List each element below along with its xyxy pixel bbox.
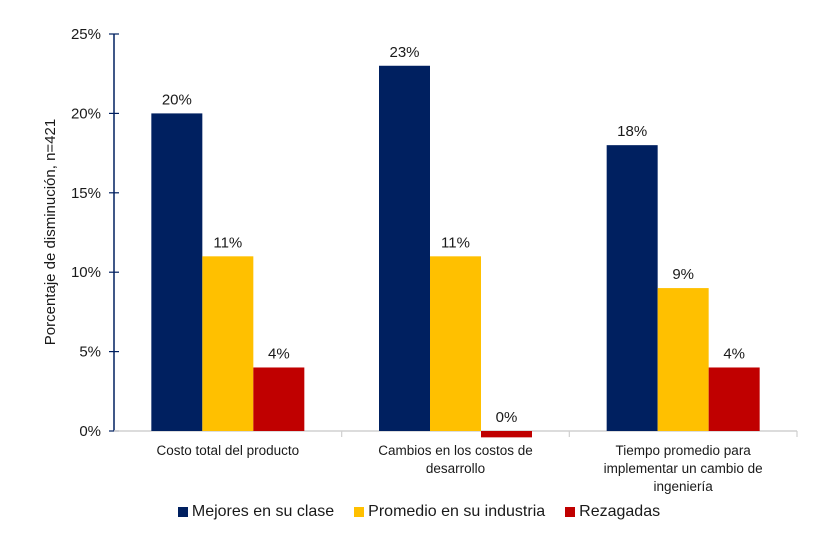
- x-category-label: Tiempo promedio para: [616, 443, 752, 458]
- data-label: 18%: [617, 123, 647, 140]
- bar: [606, 145, 658, 431]
- bar: [202, 256, 254, 431]
- y-tick-label: 25%: [71, 26, 101, 43]
- data-label: 11%: [441, 234, 470, 251]
- legend-swatch-laggards: [565, 507, 576, 517]
- bar: [151, 113, 203, 432]
- bar: [481, 431, 532, 438]
- bar: [253, 367, 305, 431]
- legend-item-laggards: Rezagadas: [565, 503, 660, 521]
- y-tick-label: 15%: [71, 185, 101, 202]
- legend-label-best: Mejores en su clase: [191, 503, 335, 520]
- x-category-label: Costo total del producto: [157, 443, 300, 458]
- legend-swatch-average: [354, 507, 365, 517]
- legend: Mejores en su clase Promedio en su indus…: [0, 503, 838, 521]
- data-label: 20%: [162, 91, 192, 108]
- bar: [708, 367, 760, 431]
- legend-item-average: Promedio en su industria: [354, 503, 545, 521]
- bar: [379, 65, 430, 431]
- data-label: 0%: [496, 409, 518, 426]
- data-label: 23%: [389, 44, 419, 61]
- data-label: 11%: [213, 234, 242, 251]
- legend-swatch-best: [177, 507, 188, 517]
- y-tick-label: 20%: [71, 105, 101, 122]
- data-label: 4%: [723, 345, 745, 362]
- x-category-label: Cambios en los costos de: [378, 443, 533, 458]
- data-label: 9%: [672, 266, 694, 283]
- y-tick-label: 10%: [71, 264, 101, 281]
- legend-label-average: Promedio en su industria: [368, 503, 546, 520]
- legend-label-laggards: Rezagadas: [579, 503, 661, 520]
- x-category-label: desarrollo: [426, 461, 485, 476]
- y-tick-label: 0%: [79, 423, 101, 440]
- y-axis-title: Porcentaje de disminución, n=421: [42, 119, 59, 345]
- x-category-label: ingeniería: [654, 479, 714, 494]
- x-category-label: implementar un cambio de: [604, 461, 763, 476]
- data-label: 4%: [268, 345, 290, 362]
- bar-chart: 0% 5% 10% 15% 20% 25% Porcentaje de disminució…: [42, 26, 798, 494]
- legend-item-best: Mejores en su clase: [177, 503, 335, 521]
- bar: [430, 256, 481, 431]
- y-tick-label: 5%: [79, 344, 101, 361]
- bar: [657, 288, 709, 431]
